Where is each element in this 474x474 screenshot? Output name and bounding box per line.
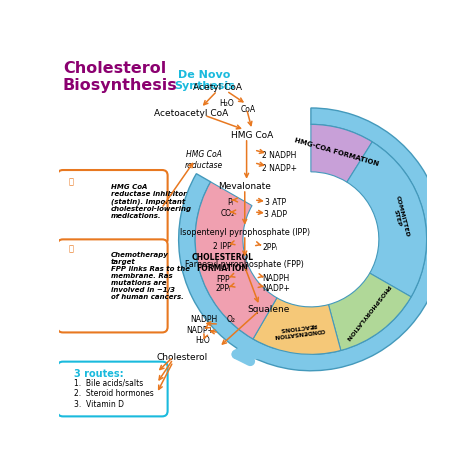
Text: PHOSPHORYLATION: PHOSPHORYLATION <box>344 283 390 341</box>
Text: De Novo
Synthesis: De Novo Synthesis <box>174 70 235 91</box>
Text: 2PPᵢ: 2PPᵢ <box>215 284 230 293</box>
Wedge shape <box>347 142 427 297</box>
Text: NADP+: NADP+ <box>262 284 290 293</box>
Text: 2 IPP: 2 IPP <box>213 242 232 251</box>
Text: Acetoacetyl CoA: Acetoacetyl CoA <box>155 109 228 118</box>
Text: FPP: FPP <box>216 275 229 284</box>
Text: HMG-COA FORMATION: HMG-COA FORMATION <box>293 137 379 166</box>
Text: Farnesyl pyrophosphate (FPP): Farnesyl pyrophosphate (FPP) <box>185 260 304 269</box>
Text: 💊: 💊 <box>69 245 74 254</box>
Text: HMG CoA
reductase: HMG CoA reductase <box>185 150 223 170</box>
Text: O₂: O₂ <box>227 315 236 324</box>
Text: Mevalonate: Mevalonate <box>219 182 271 191</box>
Text: Cholesterol: Cholesterol <box>157 354 208 363</box>
Wedge shape <box>328 273 411 350</box>
Text: Isopentenyl pyrophosphate (IPP): Isopentenyl pyrophosphate (IPP) <box>180 228 310 237</box>
Wedge shape <box>179 108 443 371</box>
Text: Chemotherapy
target
FPP links Ras to the
membrane. Ras
mutations are
involved in: Chemotherapy target FPP links Ras to the… <box>110 251 190 300</box>
Text: CONDENSATION
REACTIONS: CONDENSATION REACTIONS <box>273 321 325 338</box>
Wedge shape <box>311 124 372 182</box>
FancyBboxPatch shape <box>57 170 168 245</box>
Text: Cholesterol
Biosynthesis: Cholesterol Biosynthesis <box>63 61 178 93</box>
FancyBboxPatch shape <box>57 362 168 416</box>
Text: 3 routes:: 3 routes: <box>74 369 124 379</box>
Text: Pᵢ: Pᵢ <box>227 199 233 207</box>
Text: CHOLESTEROL
FORMATION: CHOLESTEROL FORMATION <box>191 253 253 273</box>
Text: NADPH: NADPH <box>263 274 290 283</box>
Wedge shape <box>253 298 341 355</box>
Text: H₂O: H₂O <box>195 337 210 346</box>
Text: 2 NADP+: 2 NADP+ <box>262 164 297 173</box>
Text: HMG CoA
reductase inhibitor
(statin). Important
cholesterol-lowering
medications: HMG CoA reductase inhibitor (statin). Im… <box>110 184 191 219</box>
Text: 2PPᵢ: 2PPᵢ <box>263 243 278 252</box>
Text: 3 ATP: 3 ATP <box>265 199 287 207</box>
Text: H₂O: H₂O <box>219 99 234 108</box>
Text: HMG CoA: HMG CoA <box>231 131 273 140</box>
Text: CO₂: CO₂ <box>221 209 236 218</box>
Text: NADPH: NADPH <box>191 315 218 324</box>
Text: 3 ADP: 3 ADP <box>264 210 288 219</box>
Text: 💊: 💊 <box>69 177 74 186</box>
FancyBboxPatch shape <box>57 239 168 332</box>
Text: Squalene: Squalene <box>247 305 290 314</box>
Text: 1.  Bile acids/salts
2.  Steroid hormones
3.  Vitamin D: 1. Bile acids/salts 2. Steroid hormones … <box>74 379 154 409</box>
Text: COMMITTED
STEP: COMMITTED STEP <box>390 195 410 239</box>
Text: NADP+: NADP+ <box>187 326 215 335</box>
Wedge shape <box>195 182 277 339</box>
Text: Acetyl CoA: Acetyl CoA <box>193 83 242 92</box>
Text: CoA: CoA <box>241 105 256 114</box>
Text: 2 NADPH: 2 NADPH <box>263 151 297 160</box>
